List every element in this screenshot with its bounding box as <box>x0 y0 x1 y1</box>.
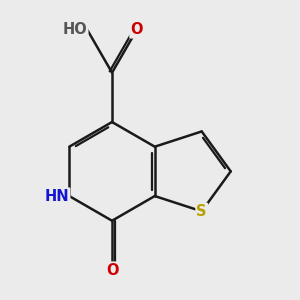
Text: HN: HN <box>45 188 69 203</box>
Text: O: O <box>130 22 143 38</box>
Text: S: S <box>196 204 207 219</box>
Text: O: O <box>106 262 118 278</box>
Text: HO: HO <box>63 22 87 38</box>
